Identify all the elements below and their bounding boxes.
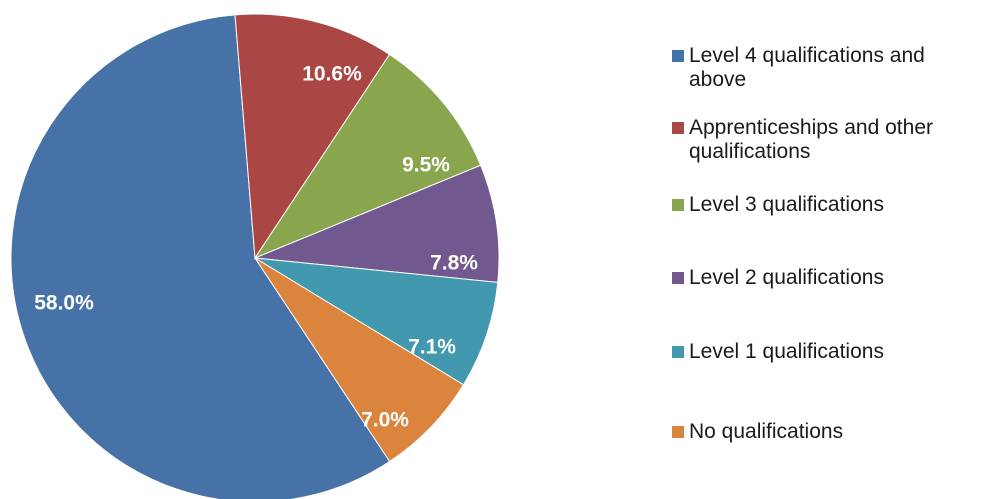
legend-label-line1: Level 2 qualifications xyxy=(689,266,884,289)
pie-slice-0 xyxy=(10,14,391,499)
legend-label-line1: Apprenticeships and other xyxy=(689,116,933,139)
legend-swatch-5 xyxy=(672,426,684,438)
legend-label-line1: Level 1 qualifications xyxy=(689,340,884,363)
legend-label-line2: qualifications xyxy=(689,140,811,163)
pie-slice-3 xyxy=(254,164,500,283)
legend-swatch-1 xyxy=(672,122,684,134)
legend-label-4: Level 1 qualifications xyxy=(689,340,999,364)
legend-swatch-0 xyxy=(672,50,684,62)
legend-swatch-4 xyxy=(672,346,684,358)
legend-swatch-3 xyxy=(672,272,684,284)
pie-data-label-0: 58.0% xyxy=(34,292,94,315)
legend-swatch-2 xyxy=(672,199,684,211)
pie-slice-1 xyxy=(234,13,391,260)
legend-item-3: Level 2 qualifications xyxy=(672,266,999,290)
pie-data-label-4: 7.1% xyxy=(408,336,456,359)
legend-label-3: Level 2 qualifications xyxy=(689,266,999,290)
legend-label-2: Level 3 qualifications xyxy=(689,193,999,217)
pie-slice-5 xyxy=(254,257,465,463)
legend-label-5: No qualifications xyxy=(689,420,999,444)
pie-data-label-1: 10.6% xyxy=(302,63,362,86)
legend-item-1: Apprenticeships and other qualifications xyxy=(672,116,999,164)
legend-label-line1: No qualifications xyxy=(689,420,844,443)
pie-slices xyxy=(10,13,500,499)
pie-slice-2 xyxy=(253,53,482,260)
legend-label-line1: Level 4 qualifications and xyxy=(689,44,925,67)
legend-item-0: Level 4 qualifications and above xyxy=(672,44,999,92)
legend-item-4: Level 1 qualifications xyxy=(672,340,999,364)
pie-data-label-5: 7.0% xyxy=(361,409,409,432)
pie-data-label-2: 9.5% xyxy=(402,154,450,177)
pie-slice-4 xyxy=(254,257,499,386)
legend-item-2: Level 3 qualifications xyxy=(672,193,999,217)
legend-label-1: Apprenticeships and other qualifications xyxy=(689,116,999,164)
legend-label-line1: Level 3 qualifications xyxy=(689,193,884,216)
legend-label-0: Level 4 qualifications and above xyxy=(689,44,999,92)
legend-label-line2: above xyxy=(689,68,747,91)
pie-data-labels: 58.0% 10.6% 9.5% 7.8% 7.1% 7.0% xyxy=(34,63,478,432)
legend-item-5: No qualifications xyxy=(672,420,999,444)
pie-data-label-3: 7.8% xyxy=(430,252,478,275)
